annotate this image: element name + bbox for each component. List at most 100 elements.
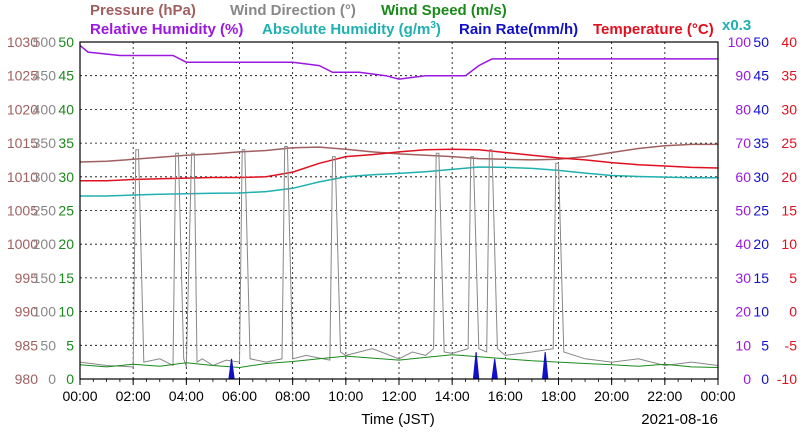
tick-label-wind-speed: 40 (58, 101, 74, 117)
tick-label-relative-humidity: 20 (735, 304, 751, 320)
tick-label-relative-humidity: 80 (735, 101, 751, 117)
tick-label-wind-direction: 300 (33, 169, 57, 185)
legend-scale-note: x0.3 (722, 17, 751, 34)
grid (80, 42, 718, 379)
tick-label-temperature: 40 (781, 34, 797, 50)
tick-label-wind-direction: 100 (33, 304, 57, 320)
tick-label-rain-rate: 15 (753, 270, 769, 286)
legend-rain-rate: Rain Rate(mm/h) (459, 21, 578, 38)
x-tick-label: 18:00 (541, 388, 576, 404)
x-tick-label: 20:00 (594, 388, 629, 404)
tick-label-wind-direction: 150 (33, 270, 57, 286)
series-relative-humidity (79, 44, 718, 80)
tick-label-temperature: 5 (789, 270, 797, 286)
tick-label-temperature: 15 (781, 203, 797, 219)
tick-label-rain-rate: 50 (753, 34, 769, 50)
series-pressure-hpa (79, 143, 718, 163)
tick-label-pressure: 1010 (7, 169, 38, 185)
tick-label-wind-speed: 20 (58, 236, 74, 252)
tick-label-wind-direction: 50 (40, 337, 56, 353)
tick-label-wind-speed: 5 (66, 337, 74, 353)
tick-label-wind-direction: 500 (33, 34, 57, 50)
x-tick-label: 00:00 (62, 388, 97, 404)
tick-label-relative-humidity: 40 (735, 236, 751, 252)
tick-label-wind-speed: 10 (58, 304, 74, 320)
legend-temperature: Temperature (°C) (593, 21, 714, 38)
legend-absolute-humidity: Absolute Humidity (g/m3) (262, 20, 441, 38)
tick-label-pressure: 1005 (7, 203, 38, 219)
legend-pressure: Pressure (hPa) (90, 2, 196, 19)
tick-label-rain-rate: 25 (753, 203, 769, 219)
tick-label-temperature: 35 (781, 68, 797, 84)
tick-label-pressure: 1000 (7, 236, 38, 252)
tick-label-temperature: 25 (781, 135, 797, 151)
tick-label-wind-speed: 30 (58, 169, 74, 185)
tick-label-pressure: 1020 (7, 101, 38, 117)
series-absolute-humidity-g-m (80, 166, 718, 197)
tick-label-rain-rate: 30 (753, 169, 769, 185)
tick-label-relative-humidity: 50 (735, 203, 751, 219)
legend-wind-direction: Wind Direction (°) (230, 2, 356, 19)
tick-label-temperature: 30 (781, 101, 797, 117)
tick-label-pressure: 990 (15, 304, 39, 320)
tick-label-relative-humidity: 60 (735, 169, 751, 185)
tick-label-relative-humidity: 30 (735, 270, 751, 286)
tick-label-wind-speed: 25 (58, 203, 74, 219)
tick-label-rain-rate: 20 (753, 236, 769, 252)
tick-label-temperature: -10 (777, 371, 797, 387)
x-tick-label: 08:00 (275, 388, 310, 404)
series-temperature-c (80, 148, 719, 182)
x-tick-label: 14:00 (435, 388, 470, 404)
tick-label-pressure: 995 (15, 270, 39, 286)
x-tick-label: 16:00 (488, 388, 523, 404)
tick-label-temperature: 0 (789, 304, 797, 320)
tick-label-wind-direction: 200 (33, 236, 57, 252)
x-tick-label: 00:00 (700, 388, 735, 404)
tick-label-wind-speed: 15 (58, 270, 74, 286)
series-wind-direction (79, 146, 719, 368)
x-tick-label: 10:00 (328, 388, 363, 404)
tick-label-wind-speed: 50 (58, 34, 74, 50)
x-tick-label: 04:00 (169, 388, 204, 404)
tick-label-temperature: 10 (781, 236, 797, 252)
tick-label-relative-humidity: 100 (728, 34, 752, 50)
series-wind-speed-m-s (79, 354, 719, 369)
tick-label-wind-direction: 350 (33, 135, 57, 151)
tick-label-wind-speed: 35 (58, 135, 74, 151)
legend-row-2: Relative Humidity (%) Absolute Humidity … (90, 17, 751, 38)
tick-label-relative-humidity: 70 (735, 135, 751, 151)
legend-wind-speed: Wind Speed (m/s) (381, 2, 507, 19)
tick-label-relative-humidity: 0 (743, 371, 751, 387)
tick-label-pressure: 1025 (7, 68, 38, 84)
tick-label-wind-direction: 450 (33, 68, 57, 84)
tick-label-pressure: 1030 (7, 34, 38, 50)
tick-label-relative-humidity: 10 (735, 337, 751, 353)
chart-date: 2021-08-16 (641, 411, 718, 428)
x-tick-label: 06:00 (222, 388, 257, 404)
tick-label-wind-speed: 0 (66, 371, 74, 387)
tick-label-relative-humidity: 90 (735, 68, 751, 84)
x-tick-label: 12:00 (381, 388, 416, 404)
tick-label-pressure: 980 (15, 371, 39, 387)
x-axis: 00:00 02:00 04:00 06:00 08:00 10:00 12:00 14:00… (62, 379, 736, 404)
tick-label-wind-direction: 400 (33, 101, 57, 117)
tick-label-temperature: -5 (785, 337, 798, 353)
tick-label-wind-speed: 45 (58, 68, 74, 84)
tick-label-wind-direction: 250 (33, 203, 57, 219)
right-axes: 0102030405060708090100051015202530354045… (728, 34, 798, 387)
left-axes: 9809859909951000100510101015102010251030… (7, 34, 74, 387)
x-tick-label: 02:00 (116, 388, 151, 404)
tick-label-pressure: 1015 (7, 135, 38, 151)
tick-label-wind-direction: 0 (48, 371, 56, 387)
legend-relative-humidity: Relative Humidity (%) (90, 21, 243, 38)
x-axis-label: Time (JST) (361, 411, 435, 428)
tick-label-rain-rate: 40 (753, 101, 769, 117)
tick-label-pressure: 985 (15, 337, 39, 353)
x-tick-label: 22:00 (647, 388, 682, 404)
tick-label-rain-rate: 5 (761, 337, 769, 353)
tick-label-temperature: 20 (781, 169, 797, 185)
tick-label-rain-rate: 10 (753, 304, 769, 320)
tick-label-rain-rate: 35 (753, 135, 769, 151)
tick-label-rain-rate: 0 (761, 371, 769, 387)
